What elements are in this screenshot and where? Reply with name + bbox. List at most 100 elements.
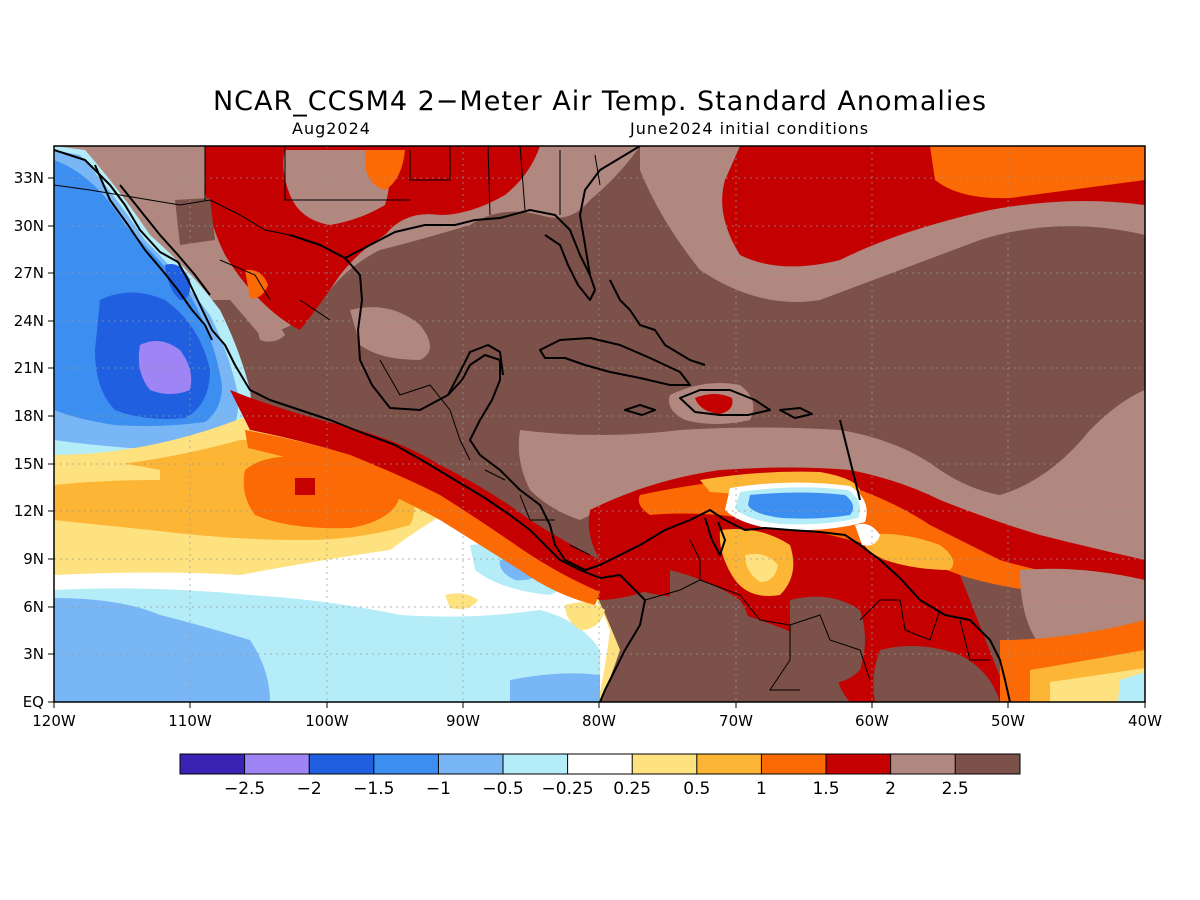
field-red-cacoast	[230, 390, 660, 600]
border-us-states	[204, 146, 601, 216]
cb-label-3: −1	[426, 779, 451, 799]
cb-label-10: 2	[885, 779, 896, 799]
field-yellow-spot2	[565, 602, 605, 630]
border-ca	[449, 409, 591, 556]
cb-label-7: 0.5	[683, 779, 710, 799]
x-tick-60w: 60W	[855, 712, 889, 730]
cb-swatch-11	[890, 754, 956, 774]
y-tick-33n: 33N	[14, 169, 44, 187]
y-tick-9n: 9N	[23, 550, 44, 568]
coast-maracaibo	[704, 517, 726, 556]
borders	[54, 146, 990, 691]
coast-yucatan	[447, 344, 504, 396]
coastlines	[54, 146, 1011, 702]
cb-swatch-5	[503, 754, 568, 774]
coast-pr	[779, 407, 813, 419]
field-tan-mexico2	[255, 319, 285, 342]
coast-gulf-ca	[119, 184, 211, 296]
coast-bahamas	[609, 279, 706, 366]
x-tick-120w: 120W	[32, 712, 76, 730]
x-tick-50w: 50W	[991, 712, 1025, 730]
coast-cuba	[539, 337, 691, 386]
y-tick-12n: 12N	[14, 502, 44, 520]
cb-label-6: 0.25	[613, 779, 651, 799]
field-pale-windward	[855, 523, 880, 546]
cb-swatch-8	[696, 754, 762, 774]
gridlines	[54, 146, 1145, 702]
cb-swatch-12	[955, 754, 1020, 774]
y-tick-21n: 21N	[14, 359, 44, 377]
colorbar: −2.5 −2 −1.5 −1 −0.5 −0.25 0.25 0.5 1 1.…	[179, 753, 1021, 799]
coast-ca-carib	[479, 454, 641, 571]
x-tick-40w: 40W	[1128, 712, 1162, 730]
field-brown-texas	[175, 198, 215, 245]
border-sa	[644, 539, 990, 691]
coast-gulf	[289, 234, 501, 456]
field-red-epac	[295, 478, 315, 495]
coast-pacific	[54, 149, 646, 702]
cb-swatch-1	[244, 754, 310, 774]
field-yellow-ven	[745, 553, 778, 582]
valid-month: Aug2024	[292, 119, 371, 138]
coast-jamaica	[624, 404, 656, 416]
field-brown-sa3	[873, 646, 1000, 702]
coast-sa	[639, 509, 1011, 702]
coast-hispaniola	[679, 389, 771, 416]
coast-antilles	[839, 419, 861, 501]
field-lavender-pacific	[138, 341, 192, 394]
y-tick-24n: 24N	[14, 312, 44, 330]
x-tick-90w: 90W	[446, 712, 480, 730]
cb-swatch-6	[567, 754, 633, 774]
initial-conditions: June2024 initial conditions	[630, 119, 870, 138]
y-tick-6n: 6N	[23, 598, 44, 616]
border-us-mexico	[54, 184, 291, 236]
field-pale-satl	[1118, 672, 1145, 702]
cb-swatch-0	[180, 754, 245, 774]
cb-label-5: −0.25	[542, 779, 594, 799]
field-mid-carib	[748, 492, 854, 519]
y-tick-15n: 15N	[14, 455, 44, 473]
field-light-south2	[510, 673, 600, 702]
field-yellow-spot1	[445, 593, 478, 609]
field-brown-sa4	[730, 675, 800, 702]
field-tan-satl	[1020, 568, 1145, 645]
field-yellow-left	[54, 455, 160, 485]
y-tick-27n: 27N	[14, 264, 44, 282]
cb-swatch-4	[438, 754, 503, 774]
field-orange-cacoast	[245, 430, 600, 605]
field-orange-atlantic	[930, 146, 1145, 199]
cb-label-1: −2	[297, 779, 322, 799]
cb-swatch-3	[373, 754, 439, 774]
x-tick-110w: 110W	[168, 712, 212, 730]
field-red-us	[205, 146, 540, 330]
coast-baja	[94, 164, 213, 341]
x-tick-80w: 80W	[582, 712, 616, 730]
cb-label-11: 2.5	[942, 779, 969, 799]
cb-swatch-9	[761, 754, 826, 774]
axis-ticks	[48, 177, 1146, 708]
cb-label-9: 1.5	[812, 779, 839, 799]
field-brown-sa	[669, 570, 750, 674]
cb-swatch-2	[309, 754, 374, 774]
cb-label-2: −1.5	[353, 779, 394, 799]
map-title: NCAR_CCSM4 2−Meter Air Temp. Standard An…	[212, 86, 988, 117]
y-tick-18n: 18N	[14, 407, 44, 425]
y-tick-eq: EQ	[23, 693, 44, 711]
field-orange-mexico	[245, 269, 268, 299]
field-light-south	[54, 598, 270, 702]
y-tick-30n: 30N	[14, 217, 44, 235]
field-tan-mexico	[350, 307, 430, 360]
cb-swatch-7	[632, 754, 697, 774]
x-tick-100w: 100W	[305, 712, 349, 730]
coast-us-atl	[579, 146, 641, 276]
field-tan-us-inner	[283, 150, 389, 225]
cb-label-4: −0.5	[482, 779, 523, 799]
y-tick-3n: 3N	[23, 645, 44, 663]
coast-us	[344, 209, 596, 301]
y-axis-labels: EQ 3N 6N 9N 12N 15N 18N 21N 24N 27N 30N …	[14, 169, 44, 711]
x-axis-labels: 120W 110W 100W 90W 80W 70W 60W 50W 40W	[32, 712, 1162, 730]
field-red-hispaniola	[695, 394, 733, 414]
field-orange-us	[365, 150, 405, 190]
cb-label-0: −2.5	[224, 779, 265, 799]
field-orange-light-guyana	[860, 533, 954, 570]
